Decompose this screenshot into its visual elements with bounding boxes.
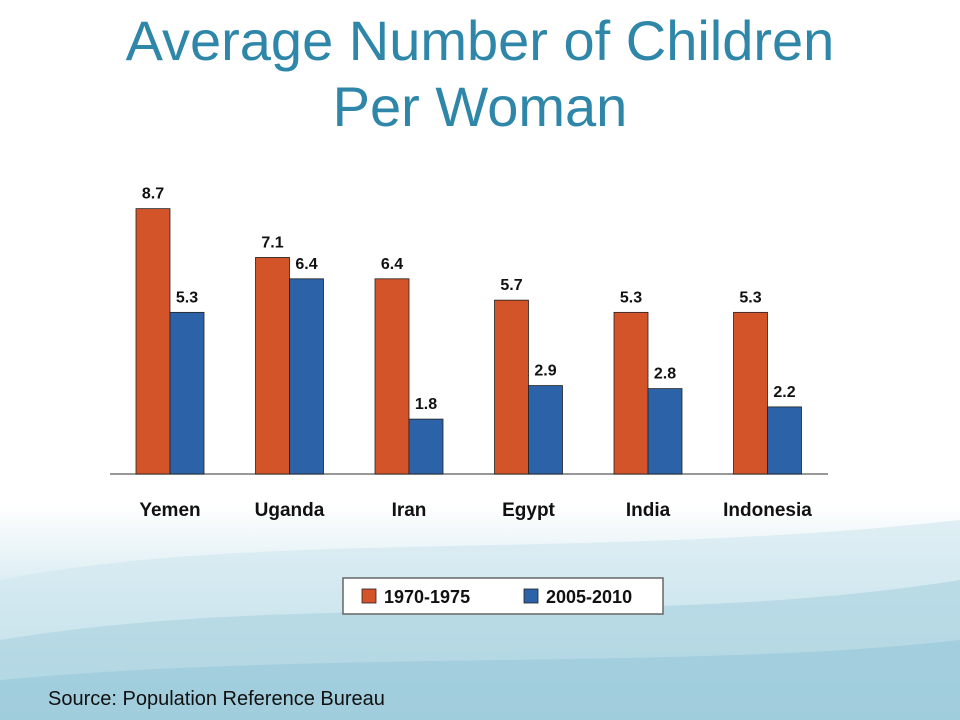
title-line-2: Per Woman [332,75,628,138]
legend-swatch-1970-1975 [361,588,377,604]
data-label-iran-2005-2010: 1.8 [415,396,437,413]
bar-egypt-2005-2010 [528,385,563,475]
data-label-egypt-2005-2010: 2.9 [534,363,556,380]
data-label-indonesia-1970-1975: 5.3 [739,289,761,306]
legend-label-1970-1975: 1970-1975 [384,587,470,607]
category-label-egypt: Egypt [502,500,555,521]
data-label-iran-1970-1975: 6.4 [381,256,403,273]
category-label-india: India [626,500,671,521]
bar-india-2005-2010 [647,388,683,475]
data-label-indonesia-2005-2010: 2.2 [773,384,795,401]
data-label-india-2005-2010: 2.8 [654,366,676,383]
bar-india-1970-1975 [613,311,649,475]
bar-uganda-2005-2010 [289,278,324,475]
category-label-yemen: Yemen [139,500,200,521]
legend-swatch-2005-2010 [523,588,539,604]
title-line-1: Average Number of Children [125,9,835,72]
data-label-yemen-2005-2010: 5.3 [176,289,198,306]
bar-indonesia-2005-2010 [767,406,802,475]
legend: 1970-1975 2005-2010 [342,577,664,615]
bar-yemen-2005-2010 [169,311,205,475]
data-label-india-1970-1975: 5.3 [620,289,642,306]
background-wave [0,520,960,720]
bar-indonesia-1970-1975 [733,311,768,475]
data-label-uganda-1970-1975: 7.1 [261,234,283,251]
bar-egypt-1970-1975 [494,299,529,475]
legend-label-2005-2010: 2005-2010 [546,587,632,607]
category-label-uganda: Uganda [255,500,325,521]
page-title: Average Number of Children Per Woman [0,8,960,140]
data-label-yemen-1970-1975: 8.7 [142,186,164,203]
source-note: Source: Population Reference Bureau [48,688,385,710]
bar-iran-1970-1975 [374,278,410,475]
bar-iran-2005-2010 [408,418,444,475]
data-label-egypt-1970-1975: 5.7 [500,277,522,294]
data-label-uganda-2005-2010: 6.4 [295,256,317,273]
bar-uganda-1970-1975 [255,257,290,475]
legend-box [342,577,664,615]
bar-yemen-1970-1975 [135,208,171,475]
category-label-indonesia: Indonesia [723,500,812,521]
category-label-iran: Iran [392,500,427,521]
